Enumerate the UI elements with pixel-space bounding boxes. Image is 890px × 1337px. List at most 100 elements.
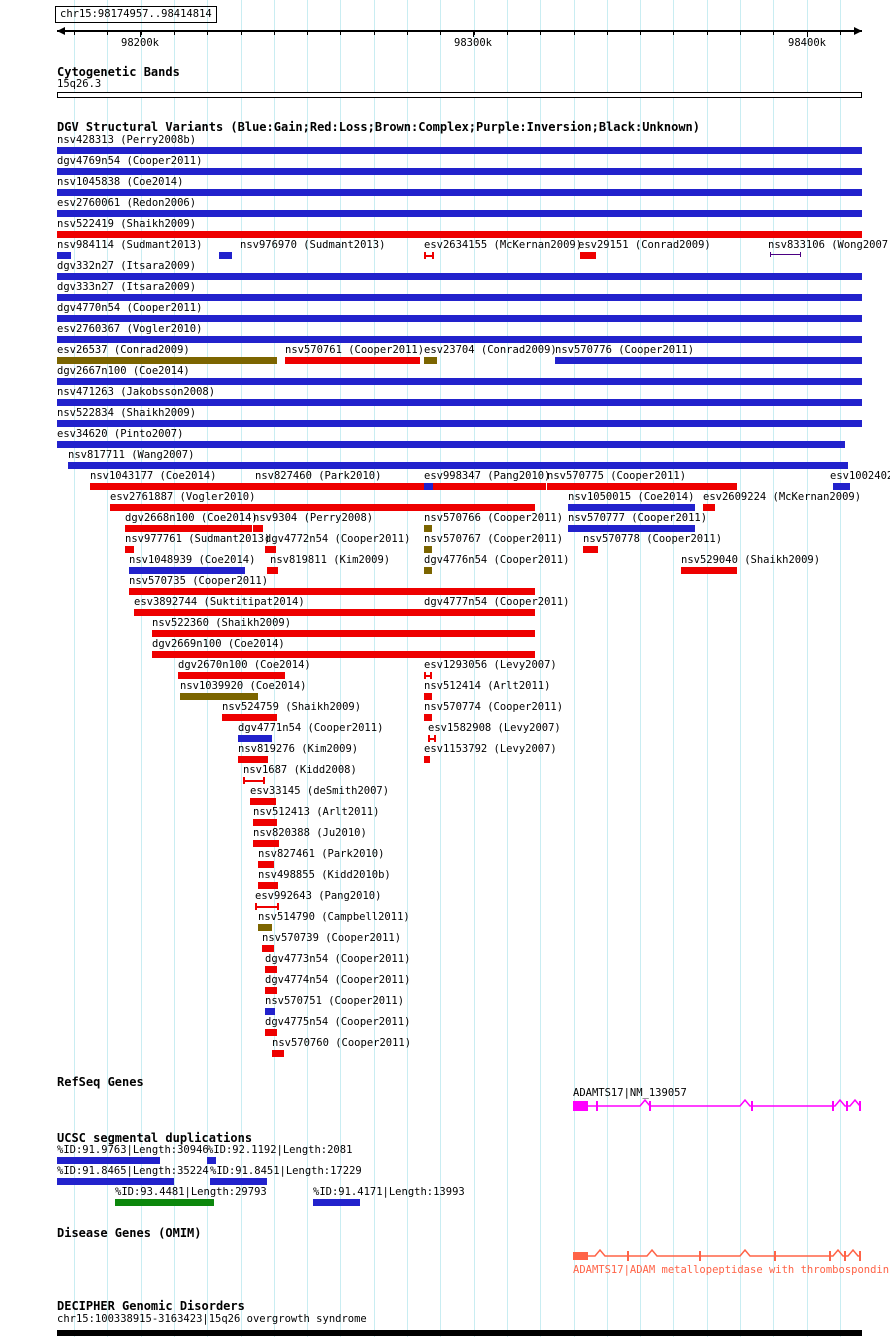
- variant-bar[interactable]: [180, 693, 258, 700]
- gridline: [740, 0, 741, 1337]
- variant-bar[interactable]: [219, 252, 232, 259]
- variant-bar[interactable]: [258, 924, 272, 931]
- variant-bar[interactable]: [57, 357, 277, 364]
- variant-bar[interactable]: [258, 882, 278, 889]
- variant-bar[interactable]: [265, 966, 277, 973]
- variant-bar[interactable]: [57, 315, 862, 322]
- variant-bar[interactable]: [57, 231, 862, 238]
- variant-bar[interactable]: [424, 525, 432, 532]
- variant-bar[interactable]: [57, 273, 862, 280]
- variant-bar[interactable]: [152, 630, 535, 637]
- variant-bar[interactable]: [555, 357, 862, 364]
- variant-bar[interactable]: [222, 714, 277, 721]
- gridline: [606, 0, 608, 1337]
- variant-bar[interactable]: [57, 441, 845, 448]
- variant-bar[interactable]: [703, 504, 715, 511]
- variant-glyph-ibeam[interactable]: [424, 672, 432, 679]
- ruler-major-tick: [473, 31, 474, 37]
- variant-bar[interactable]: [125, 546, 134, 553]
- variant-label: dgv2668n100 (Coe2014): [125, 512, 258, 524]
- segdup-bar[interactable]: [57, 1157, 160, 1164]
- variant-bar[interactable]: [258, 861, 274, 868]
- segdup-bar[interactable]: [313, 1199, 360, 1206]
- variant-bar[interactable]: [424, 609, 432, 616]
- variant-label: nsv1039920 (Coe2014): [180, 680, 307, 692]
- variant-bar[interactable]: [580, 252, 596, 259]
- variant-bar[interactable]: [57, 147, 862, 154]
- variant-bar[interactable]: [68, 462, 848, 469]
- variant-bar[interactable]: [238, 756, 268, 763]
- variant-label: nsv817711 (Wang2007): [68, 449, 195, 461]
- variant-glyph-ibeam[interactable]: [255, 903, 279, 910]
- variant-bar[interactable]: [681, 567, 737, 574]
- variant-bar[interactable]: [152, 651, 535, 658]
- ruler-minor-tick: [506, 31, 508, 35]
- variant-bar[interactable]: [262, 945, 274, 952]
- variant-label: nsv522419 (Shaikh2009): [57, 218, 197, 230]
- variant-bar[interactable]: [90, 483, 546, 490]
- variant-bar[interactable]: [424, 357, 437, 364]
- omim-gene-glyph[interactable]: [573, 1248, 862, 1264]
- variant-bar[interactable]: [547, 483, 737, 490]
- variant-bar[interactable]: [285, 357, 420, 364]
- refseq-gene-glyph[interactable]: [573, 1098, 862, 1114]
- variant-bar[interactable]: [253, 525, 263, 532]
- ruler-minor-tick: [407, 31, 408, 35]
- variant-bar[interactable]: [57, 189, 862, 196]
- variant-bar[interactable]: [57, 378, 862, 385]
- variant-glyph-ibeam[interactable]: [243, 777, 265, 784]
- variant-bar[interactable]: [583, 546, 598, 553]
- variant-bar[interactable]: [265, 1008, 275, 1015]
- variant-bar[interactable]: [129, 567, 245, 574]
- variant-bar[interactable]: [253, 819, 277, 826]
- segdup-bar[interactable]: [210, 1178, 267, 1185]
- segdup-bar[interactable]: [115, 1199, 214, 1206]
- variant-bar[interactable]: [424, 693, 432, 700]
- variant-bar[interactable]: [57, 252, 71, 259]
- gridline: [706, 0, 708, 1337]
- variant-glyph-ibeam[interactable]: [428, 735, 436, 742]
- variant-bar[interactable]: [57, 168, 862, 175]
- variant-label: esv2761887 (Vogler2010): [110, 491, 256, 503]
- variant-glyph-inv[interactable]: [770, 252, 801, 257]
- variant-bar[interactable]: [267, 567, 278, 574]
- cytoband-glyph: [57, 92, 862, 98]
- variant-bar[interactable]: [134, 609, 535, 616]
- variant-bar[interactable]: [424, 567, 432, 574]
- variant-bar[interactable]: [424, 546, 432, 553]
- variant-bar[interactable]: [424, 756, 430, 763]
- variant-bar[interactable]: [833, 483, 850, 490]
- decipher-region-bar[interactable]: [57, 1330, 862, 1336]
- variant-bar[interactable]: [255, 483, 267, 490]
- variant-bar[interactable]: [178, 672, 285, 679]
- ruler-minor-tick: [440, 31, 442, 35]
- variant-bar[interactable]: [57, 210, 862, 217]
- variant-bar[interactable]: [568, 504, 695, 511]
- variant-bar[interactable]: [110, 504, 535, 511]
- variant-bar[interactable]: [272, 1050, 284, 1057]
- variant-label: nsv819276 (Kim2009): [238, 743, 359, 755]
- segdup-label: %ID:93.4481|Length:29793: [115, 1186, 267, 1198]
- variant-bar[interactable]: [253, 840, 279, 847]
- variant-bar[interactable]: [129, 588, 535, 595]
- variant-bar[interactable]: [125, 525, 252, 532]
- variant-glyph-ibeam[interactable]: [424, 252, 434, 259]
- segdup-bar[interactable]: [207, 1157, 216, 1164]
- variant-bar[interactable]: [57, 399, 862, 406]
- segdup-bar[interactable]: [57, 1178, 174, 1185]
- variant-bar[interactable]: [250, 798, 276, 805]
- variant-label: esv2634155 (McKernan2009): [424, 239, 583, 251]
- variant-bar[interactable]: [265, 546, 276, 553]
- variant-bar[interactable]: [57, 336, 862, 343]
- variant-bar[interactable]: [265, 987, 277, 994]
- variant-label: dgv2667n100 (Coe2014): [57, 365, 190, 377]
- variant-bar[interactable]: [424, 483, 433, 490]
- variant-bar[interactable]: [57, 294, 862, 301]
- variant-bar[interactable]: [238, 735, 272, 742]
- variant-bar[interactable]: [568, 525, 695, 532]
- variant-bar[interactable]: [57, 420, 862, 427]
- ruler-minor-tick: [839, 31, 841, 35]
- variant-bar[interactable]: [265, 1029, 277, 1036]
- variant-bar[interactable]: [424, 714, 432, 721]
